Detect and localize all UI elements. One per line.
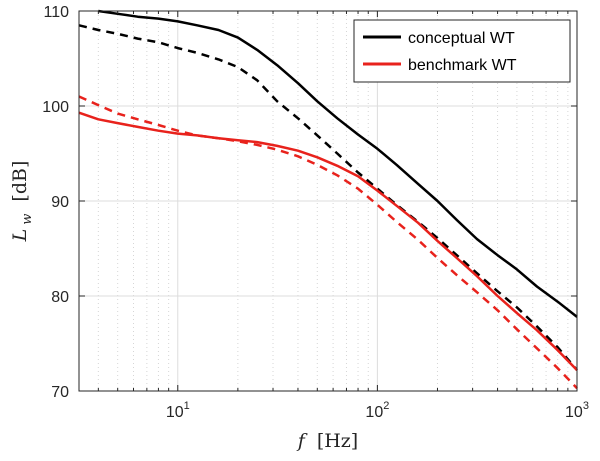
y-tick-label: 80 <box>51 289 69 306</box>
y-tick-label: 100 <box>42 99 69 116</box>
x-tick-label: 103 <box>565 400 589 421</box>
y-tick-label: 90 <box>51 194 69 211</box>
legend-label-benchmark: benchmark WT <box>408 57 517 74</box>
y-tick-label: 110 <box>43 4 69 21</box>
x-axis-label: f [Hz] <box>296 430 358 452</box>
series-line-2 <box>78 111 578 371</box>
legend-box <box>353 19 571 83</box>
legend-label-conceptual: conceptual WT <box>408 30 515 47</box>
y-tick-label: 70 <box>51 384 69 401</box>
series-line-1 <box>78 24 578 371</box>
x-tick-exponent: 2 <box>383 400 389 412</box>
y-axis-subscript: w <box>20 214 35 225</box>
x-tick-label: 102 <box>365 400 389 421</box>
x-tick-exponent: 1 <box>184 400 190 412</box>
series-line-0 <box>98 9 578 318</box>
x-tick-base: 10 <box>365 404 383 421</box>
x-tick-base: 10 <box>166 404 184 421</box>
y-axis-var: L <box>9 229 31 243</box>
x-tick-exponent: 3 <box>583 400 589 412</box>
series-line-3 <box>78 95 578 390</box>
x-tick-base: 10 <box>565 404 583 421</box>
y-axis-unit: [dB] <box>9 161 31 202</box>
x-tick-label: 101 <box>166 400 190 421</box>
x-axis-unit: [Hz] <box>317 430 358 452</box>
x-axis-var: f <box>296 430 308 452</box>
legend: conceptual WT benchmark WT <box>353 19 571 83</box>
series-lines <box>78 9 578 390</box>
y-axis-label: L w [dB] <box>9 161 35 243</box>
